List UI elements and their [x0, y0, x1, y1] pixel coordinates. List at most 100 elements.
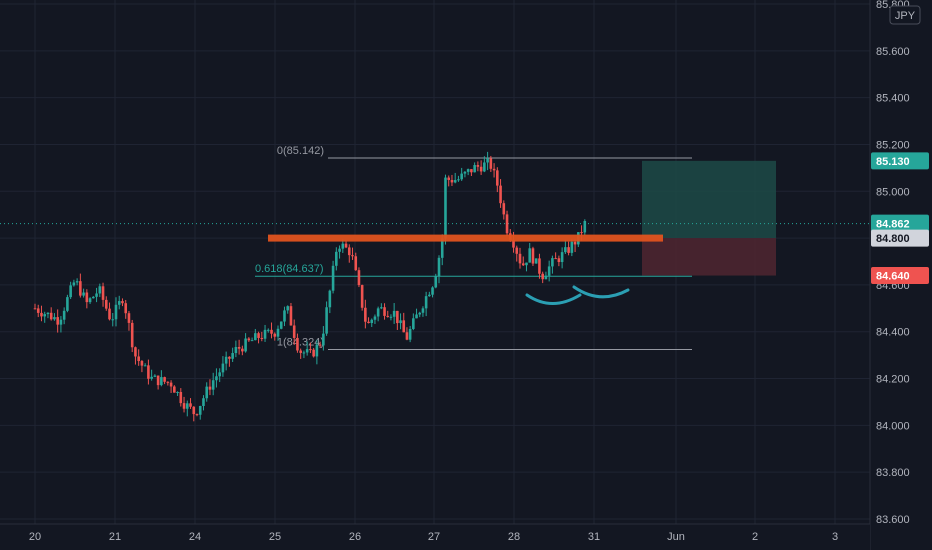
candle-body — [88, 298, 92, 303]
candle-body — [492, 168, 496, 171]
candle-body — [541, 273, 544, 280]
candle-body — [127, 313, 131, 323]
candle-body — [124, 303, 128, 314]
candle-body — [195, 414, 199, 416]
candle-body — [56, 317, 59, 325]
candle-body — [62, 310, 66, 320]
candle-body — [354, 256, 358, 271]
candle-body — [283, 310, 286, 322]
candle-body — [370, 319, 374, 324]
candle-body — [72, 282, 76, 286]
candle-body — [69, 285, 72, 298]
candle-body — [98, 286, 102, 294]
candle-body — [367, 321, 370, 324]
candle-body — [444, 177, 447, 239]
currency-button[interactable] — [889, 5, 921, 25]
candle-body — [486, 158, 489, 163]
candle-body — [263, 329, 267, 339]
horizontal-levels: 0(85.142) 0.618(84.637) 1(84.324) — [0, 145, 870, 351]
candle-body — [241, 348, 244, 352]
candle-body — [153, 375, 157, 377]
time-tick-label: 20 — [29, 531, 41, 543]
candle-body — [244, 338, 247, 352]
candle-body — [489, 158, 493, 169]
candle-body — [434, 276, 438, 288]
price-tick-label: 85.800 — [876, 0, 910, 11]
candle-body — [117, 301, 121, 305]
candle-body — [347, 247, 351, 256]
candle-body — [182, 403, 186, 409]
candle-body — [341, 243, 345, 249]
candle-body — [85, 292, 89, 303]
target-price-label-bg — [871, 152, 929, 170]
candle-body — [247, 338, 251, 341]
price-tick-label: 84.200 — [876, 374, 910, 386]
candle-body — [95, 293, 98, 297]
double-bottom-curve-2 — [572, 285, 630, 299]
candle-body — [279, 321, 283, 329]
candle-body — [257, 333, 260, 338]
candle-body — [453, 180, 457, 183]
time-tick-label: 21 — [109, 531, 121, 543]
candle-body — [364, 307, 367, 322]
candle-body — [46, 312, 50, 315]
fib-label-1: 1(84.324) — [277, 337, 324, 349]
candle-body — [421, 308, 425, 313]
candle-body — [479, 166, 483, 172]
candle-body — [160, 377, 163, 386]
candle-body — [389, 316, 393, 318]
time-tick-label: 2 — [752, 531, 758, 543]
candle-body — [338, 248, 341, 252]
candle-body — [299, 350, 302, 353]
candle-body — [292, 325, 296, 338]
candle-body — [547, 266, 551, 276]
candle-body — [234, 347, 238, 354]
candle-body — [224, 356, 228, 364]
candle-body — [502, 203, 506, 215]
candle-body — [79, 281, 82, 296]
candle-body — [431, 287, 434, 295]
candle-body — [538, 258, 541, 274]
candle-body — [221, 363, 225, 373]
candle-body — [564, 247, 567, 253]
candle-body — [59, 319, 63, 325]
time-axis-bg — [0, 524, 870, 550]
candle-body — [476, 165, 480, 167]
candle-body — [173, 386, 176, 393]
candle-body — [302, 352, 306, 354]
candle-body — [192, 406, 196, 415]
candle-body — [305, 349, 309, 353]
candle-body — [312, 349, 315, 357]
candle-body — [528, 248, 532, 263]
candle-body — [104, 299, 108, 309]
candle-body — [266, 329, 270, 331]
candle-body — [463, 171, 467, 174]
candle-body — [211, 380, 215, 390]
candles — [33, 151, 587, 422]
candle-body — [505, 214, 509, 234]
candle-body — [428, 294, 431, 297]
candle-body — [147, 365, 150, 379]
candle-body — [309, 349, 312, 351]
candle-body — [114, 304, 118, 320]
time-tick-label: 24 — [189, 531, 201, 543]
candle-body — [121, 301, 124, 304]
position-zones — [642, 160, 776, 276]
candle-body — [496, 170, 499, 186]
candle-body — [373, 316, 377, 320]
drawing-overlays — [268, 234, 663, 305]
candle-body — [296, 337, 299, 351]
fib-label-0: 0(85.142) — [277, 145, 324, 157]
candle-body — [169, 382, 173, 387]
candle-body — [515, 247, 519, 254]
candle-body — [185, 403, 189, 409]
candle-body — [82, 292, 85, 296]
candle-body — [49, 312, 53, 320]
time-tick-label: 28 — [508, 531, 520, 543]
candle-body — [134, 347, 137, 357]
candle-body — [130, 322, 134, 348]
candle-body — [250, 340, 254, 342]
candle-body — [521, 263, 525, 266]
